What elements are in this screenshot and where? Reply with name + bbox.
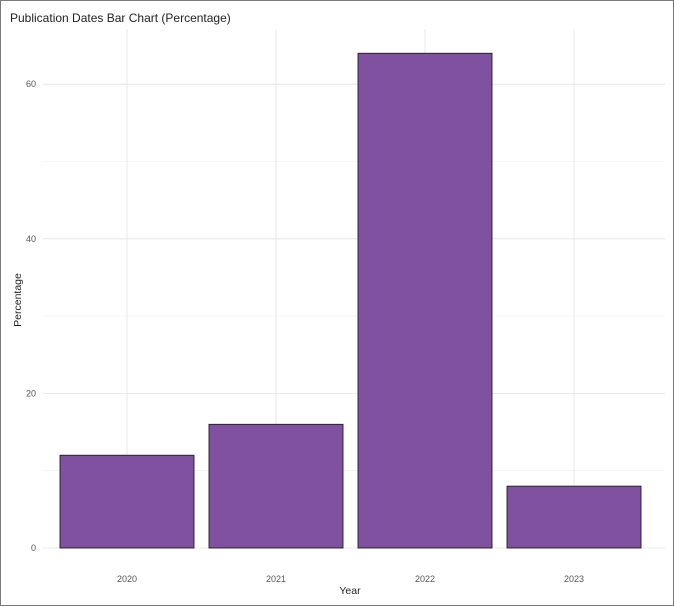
x-tick-label: 2023 [564,574,584,584]
bar-2021 [208,423,344,549]
bar-2022 [357,52,493,549]
y-tick-label: 20 [26,388,36,398]
y-tick-label: 60 [26,79,36,89]
x-tick-label: 2020 [117,574,137,584]
chart-title: Publication Dates Bar Chart (Percentage) [10,11,231,25]
x-tick-label: 2021 [266,574,286,584]
bar-2020 [59,454,195,549]
bars [59,52,642,549]
y-tick-label: 40 [26,234,36,244]
y-tick-labels: 0 20 40 60 [26,79,36,553]
x-tick-label: 2022 [415,574,435,584]
y-tick-label: 0 [31,543,36,553]
x-tick-labels: 2020 2021 2022 2023 [117,574,584,584]
x-axis-label: Year [339,585,361,597]
bar-2023 [506,485,642,549]
y-axis-label: Percentage [12,273,24,327]
